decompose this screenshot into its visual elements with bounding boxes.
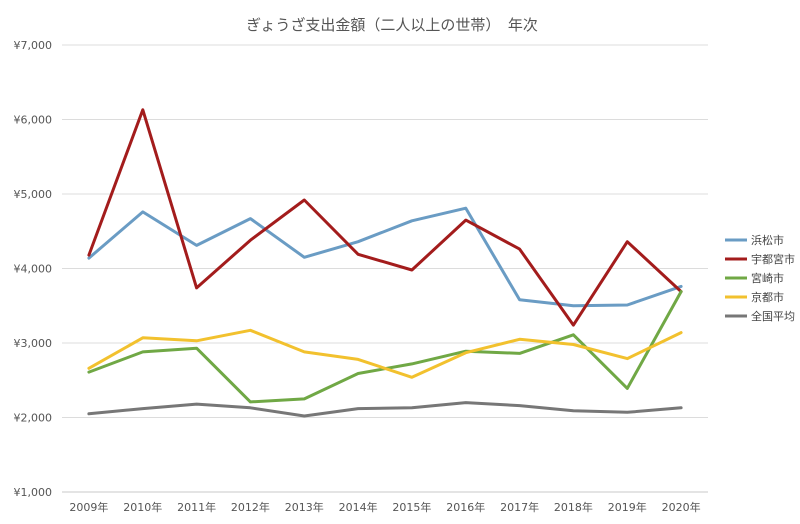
x-tick-label: 2017年: [500, 500, 539, 514]
x-tick-label: 2016年: [446, 500, 485, 514]
x-tick-label: 2009年: [69, 500, 108, 514]
x-axis-ticks: 2009年 2010年 2011年 2012年 2013年 2014年 2015年 2016年…: [69, 500, 700, 514]
y-axis-ticks: ¥1,000 ¥2,000 ¥3,000 ¥4,000 ¥5,000 ¥6,000 ¥7,0…: [14, 39, 53, 499]
x-tick-label: 2014年: [339, 500, 378, 514]
y-tick-label: ¥5,000: [14, 188, 53, 201]
x-tick-label: 2019年: [608, 500, 647, 514]
series-line-4: [87, 401, 683, 418]
legend-label: 浜松市: [751, 233, 784, 247]
x-tick-label: 2011年: [177, 500, 216, 514]
legend-label: 全国平均: [751, 309, 795, 323]
x-tick-label: 2012年: [231, 500, 270, 514]
legend-label: 宇都宮市: [751, 252, 795, 266]
chart-title: ぎょうざ支出金額（二人以上の世帯） 年次: [246, 16, 538, 34]
y-tick-label: ¥6,000: [14, 114, 53, 127]
y-tick-label: ¥7,000: [14, 39, 53, 52]
legend-label: 京都市: [751, 290, 784, 304]
series-line-3: [87, 328, 683, 379]
y-tick-label: ¥1,000: [14, 486, 53, 499]
y-tick-label: ¥3,000: [14, 337, 53, 350]
series-line-1: [87, 108, 683, 327]
series-line-2: [87, 290, 683, 404]
x-tick-label: 2015年: [392, 500, 431, 514]
x-tick-label: 2020年: [662, 500, 701, 514]
series-line-0: [87, 206, 683, 308]
y-tick-label: ¥4,000: [14, 263, 53, 276]
x-tick-label: 2013年: [285, 500, 324, 514]
series-lines: [87, 108, 683, 418]
legend-label: 宮崎市: [751, 271, 784, 285]
y-tick-label: ¥2,000: [14, 412, 53, 425]
x-tick-label: 2010年: [123, 500, 162, 514]
x-tick-label: 2018年: [554, 500, 593, 514]
